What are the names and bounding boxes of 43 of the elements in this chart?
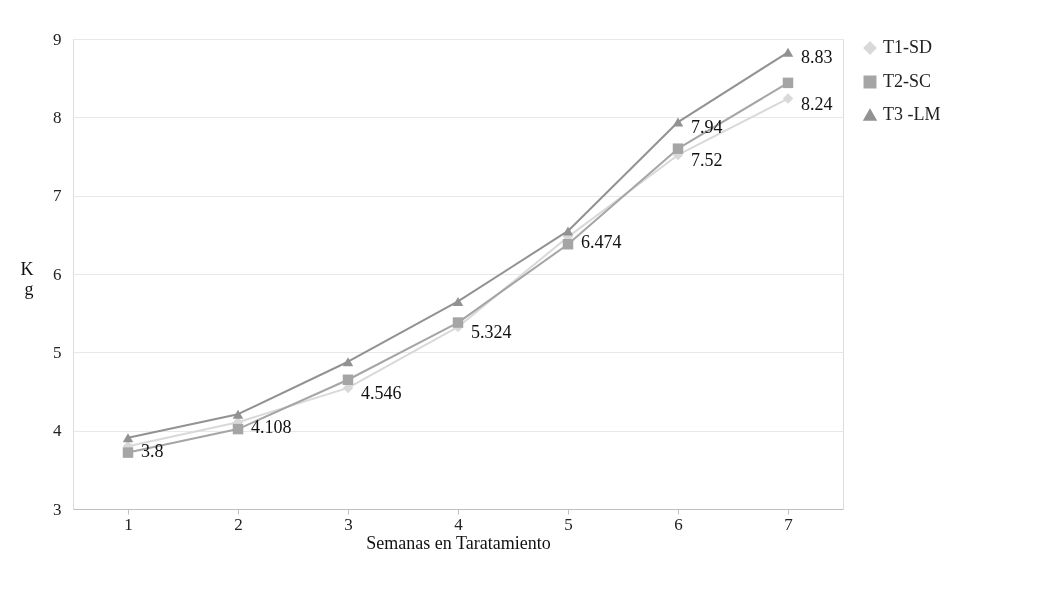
data-label: 6.474 [581, 231, 622, 252]
data-label: 8.24 [801, 93, 833, 114]
data-label: 3.8 [141, 441, 164, 462]
legend-label: T3 -LM [883, 104, 941, 124]
point [342, 357, 354, 367]
data-label: 8.83 [801, 47, 833, 68]
y-axis-title: Kg [20, 258, 34, 299]
y-tick-label: 6 [53, 264, 62, 284]
point [122, 433, 134, 443]
x-tick-label: 2 [234, 514, 243, 534]
data-label: 5.324 [471, 321, 512, 342]
x-tick-label: 4 [454, 514, 464, 534]
x-tick-label: 7 [784, 514, 794, 534]
point [452, 296, 464, 306]
data-label: 4.546 [361, 382, 402, 403]
data-label: 7.52 [691, 149, 723, 170]
point [232, 423, 244, 435]
x-axis-title: Semanas en Taratamiento [366, 532, 551, 553]
x-tick-label: 1 [124, 514, 133, 534]
x-tick-label: 5 [564, 514, 573, 534]
x-tick-label: 3 [344, 514, 353, 534]
point [342, 374, 354, 385]
point [562, 226, 574, 236]
point [672, 117, 684, 127]
data-label: 4.108 [251, 417, 292, 438]
point [562, 238, 574, 250]
point [782, 47, 794, 57]
point [782, 93, 794, 104]
y-tick-label: 9 [53, 29, 62, 49]
data-label: 7.94 [691, 117, 723, 138]
y-tick-label: 4 [53, 421, 62, 441]
point [232, 409, 244, 419]
point [122, 447, 134, 458]
y-tick-label: 7 [53, 186, 62, 206]
point [452, 317, 464, 328]
y-tick-label: 3 [53, 499, 62, 519]
point [782, 77, 794, 89]
x-tick-label: 6 [674, 514, 683, 534]
y-tick-label: 5 [53, 342, 62, 362]
y-tick-label: 8 [53, 107, 62, 127]
legend-label: T1-SD [883, 37, 932, 57]
legend-label: T2-SC [883, 71, 932, 91]
point [672, 143, 684, 154]
